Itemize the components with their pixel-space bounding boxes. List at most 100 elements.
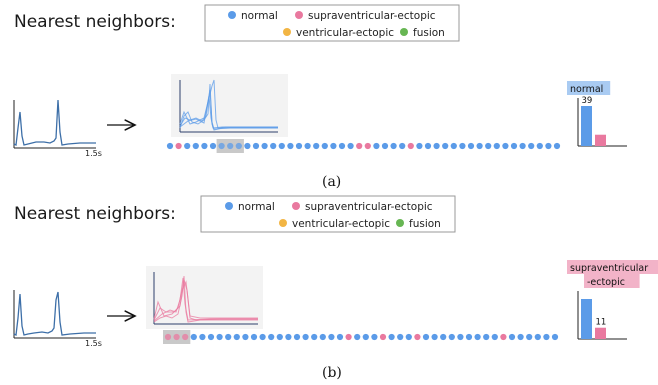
neighbor-dot <box>175 142 182 150</box>
panel-b: Nearest neighbors: normal supraventricul… <box>13 195 658 381</box>
legend-ventricular-label: ventricular-ectopic <box>296 27 394 39</box>
legend-ventricular-dot <box>283 28 291 36</box>
neighbor-dot <box>293 333 301 341</box>
neighbor-dot <box>379 333 387 341</box>
panel-a-inset <box>171 74 288 137</box>
neighbor-dot <box>276 333 283 341</box>
neighbor-dot <box>450 142 457 150</box>
neighbor-dot <box>250 333 258 341</box>
signal-duration-label: 1.5s <box>85 149 102 158</box>
neighbor-dot <box>381 142 389 150</box>
neighbor-dot <box>536 142 543 150</box>
neighbor-dot <box>433 142 440 150</box>
legend-box <box>204 4 460 42</box>
neighbor-dot <box>459 142 466 150</box>
neighbor-dot <box>190 333 197 341</box>
neighbor-dot <box>493 142 500 150</box>
neighbor-dot <box>553 142 561 150</box>
neighbor-dot <box>330 142 337 150</box>
legend-box <box>200 195 456 233</box>
histogram-value-label: 39 <box>582 96 593 106</box>
neighbor-dot <box>424 142 432 150</box>
histogram-label-box <box>584 274 640 288</box>
legend-supraventricular-dot <box>292 202 300 210</box>
legend-fusion-label: fusion <box>409 218 441 230</box>
histogram-label-box <box>567 81 611 95</box>
neighbor-dot <box>467 142 475 150</box>
neighbor-dot <box>287 142 294 150</box>
neighbor-dot <box>483 333 490 341</box>
neighbor-dot <box>545 142 552 150</box>
legend-ventricular-label: ventricular-ectopic <box>292 218 390 230</box>
neighbor-dot <box>259 333 266 341</box>
neighbor-dot <box>244 142 251 150</box>
legend-ventricular-dot <box>279 219 287 227</box>
neighbor-dot <box>422 333 430 341</box>
legend-supraventricular-label: supraventricular-ectopic <box>305 201 433 213</box>
neighbor-dot <box>313 142 320 150</box>
neighbor-dot <box>431 333 438 341</box>
neighbor-dot <box>465 333 473 341</box>
neighbor-dot <box>502 142 509 150</box>
panel-b-heading: Nearest neighbors: <box>14 204 176 224</box>
neighbor-dot <box>302 333 309 341</box>
neighbor-dot <box>397 333 404 341</box>
neighbor-dot <box>485 142 492 150</box>
legend-fusion-dot <box>396 219 404 227</box>
neighbor-dot <box>216 333 223 341</box>
legend-supraventricular-label: supraventricular-ectopic <box>308 10 436 22</box>
neighbor-dot <box>166 142 174 150</box>
neighbor-dot <box>319 333 326 341</box>
histogram-label-box <box>567 260 658 274</box>
neighbor-dot <box>304 142 311 150</box>
neighbor-dot <box>252 142 260 150</box>
inset-neighbor-trace <box>153 280 258 320</box>
neighbor-dot <box>442 142 449 150</box>
inset-neighbor-trace <box>153 277 258 322</box>
neighbor-dot <box>207 333 215 341</box>
legend-supraventricular-dot <box>295 11 303 19</box>
histogram-bar-supraventricular <box>595 327 606 339</box>
neighbor-dot <box>388 333 395 341</box>
panel-a-neighbor-dots <box>166 139 561 153</box>
panel-b-legend: normal supraventricular-ectopic ventricu… <box>200 195 456 233</box>
neighbor-dot <box>336 333 344 341</box>
neighbor-dot <box>285 333 292 341</box>
neighbor-dot <box>399 142 406 150</box>
neighbor-dot <box>268 333 275 341</box>
neighbor-dot <box>233 333 240 341</box>
neighbor-dot <box>440 333 447 341</box>
neighbor-dot <box>261 142 268 150</box>
neighbor-dot <box>345 333 352 341</box>
ecg-trace <box>13 99 96 146</box>
neighbor-dot <box>182 333 189 341</box>
neighbor-dot <box>227 142 234 150</box>
neighbor-dot <box>508 333 516 341</box>
neighbor-dot <box>225 333 232 341</box>
neighbor-dot <box>201 142 208 150</box>
neighbor-dot <box>457 333 464 341</box>
legend-fusion-label: fusion <box>413 27 445 39</box>
panel-b-class-histogram: supraventricular -ectopic 11 <box>567 260 658 340</box>
neighbor-dot <box>235 142 242 150</box>
histogram-label: -ectopic <box>587 277 625 288</box>
neighbor-dot <box>476 142 483 150</box>
neighbor-dot <box>519 142 526 150</box>
neighbor-dot <box>270 142 277 150</box>
neighbor-dot <box>517 333 524 341</box>
legend-normal-label: normal <box>241 10 278 22</box>
neighbor-dot <box>328 333 335 341</box>
neighbor-dot <box>510 142 518 150</box>
panel-a-heading: Nearest neighbors: <box>14 12 176 32</box>
neighbor-dot <box>526 333 533 341</box>
neighbor-dot <box>209 142 217 150</box>
panel-b-inset <box>146 266 263 329</box>
neighbor-dot <box>534 333 541 341</box>
histogram-label: normal <box>570 84 603 95</box>
legend-normal-label: normal <box>238 201 275 213</box>
neighbor-dot <box>500 333 507 341</box>
histogram-value-label: 11 <box>596 318 607 328</box>
neighbor-dot <box>491 333 498 341</box>
neighbor-dot <box>338 142 346 150</box>
